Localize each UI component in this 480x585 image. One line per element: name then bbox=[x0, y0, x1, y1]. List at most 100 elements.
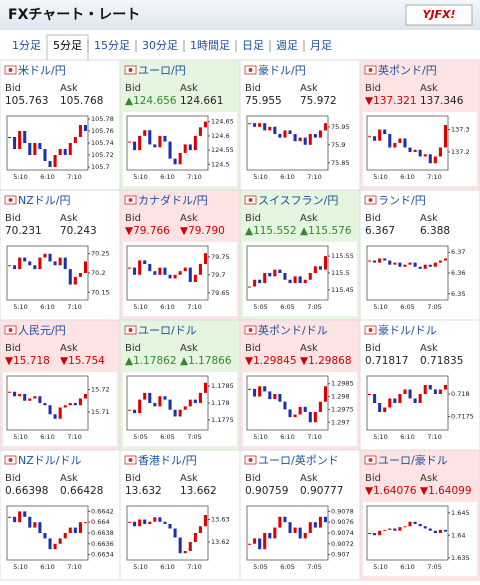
candle bbox=[28, 516, 32, 528]
candle bbox=[63, 405, 67, 408]
pair-name[interactable]: カナダドル/円 bbox=[138, 193, 208, 207]
candle bbox=[18, 511, 22, 523]
tab[interactable]: 30分足 bbox=[142, 39, 178, 52]
candle bbox=[373, 533, 377, 536]
candle bbox=[73, 276, 77, 285]
candle bbox=[168, 399, 172, 410]
candle bbox=[198, 526, 202, 533]
tab[interactable]: 5分足 bbox=[53, 39, 82, 52]
bid-value: 70.231 bbox=[5, 225, 42, 237]
pair-name[interactable]: ユーロ/円 bbox=[138, 64, 186, 77]
candle bbox=[398, 138, 402, 143]
candle bbox=[413, 398, 417, 403]
candle bbox=[178, 271, 182, 275]
chart-box bbox=[123, 372, 237, 446]
tab[interactable]: 15分足 bbox=[94, 39, 130, 52]
candle bbox=[128, 267, 132, 269]
chart-box bbox=[3, 242, 117, 316]
x-tick-label: 5:05 bbox=[133, 433, 148, 441]
pair-name[interactable]: 人民元/円 bbox=[18, 324, 66, 337]
candle bbox=[63, 257, 67, 270]
y-tick-label: 70.2 bbox=[91, 269, 105, 277]
ask-value: ▲115.576 bbox=[300, 225, 352, 237]
candle bbox=[158, 267, 162, 275]
candle bbox=[273, 126, 277, 134]
ask-label: Ask bbox=[60, 473, 78, 484]
pair-name[interactable]: 米ドル/円 bbox=[18, 64, 66, 77]
bid-label: Bid bbox=[245, 473, 261, 484]
candle bbox=[378, 530, 382, 536]
chart-box bbox=[123, 112, 237, 186]
logo-box[interactable] bbox=[405, 4, 473, 26]
pair-name[interactable]: 豪ドル/円 bbox=[258, 63, 306, 77]
x-tick-label: 7:05 bbox=[307, 563, 322, 571]
plot-area bbox=[366, 505, 449, 561]
candle bbox=[373, 260, 377, 263]
candle bbox=[38, 522, 42, 533]
candle bbox=[148, 392, 152, 403]
x-tick-label: 5:10 bbox=[133, 303, 148, 311]
candle bbox=[163, 135, 167, 142]
flag-mark bbox=[248, 328, 253, 332]
x-tick-label: 6:05 bbox=[280, 563, 295, 571]
x-tick-label: 5:10 bbox=[13, 433, 28, 441]
x-tick-label: 6:10 bbox=[160, 173, 175, 181]
tab-selected[interactable] bbox=[46, 34, 89, 61]
pair-name[interactable]: スイスフラン/円 bbox=[258, 194, 338, 207]
candle bbox=[143, 130, 147, 136]
y-tick-label: 1.2985 bbox=[331, 380, 354, 388]
y-tick-label: 75.9 bbox=[331, 141, 345, 149]
tab[interactable]: 月足 bbox=[310, 39, 332, 52]
pair-name[interactable]: ランド/円 bbox=[378, 194, 426, 207]
pair-name[interactable]: 英ポンド/ドル bbox=[258, 323, 328, 337]
x-tick-label: 5:10 bbox=[373, 303, 388, 311]
tab[interactable]: 1時間足 bbox=[190, 39, 230, 52]
pair-name[interactable]: NZドル/ドル bbox=[18, 454, 81, 467]
ask-label: Ask bbox=[60, 213, 78, 224]
flag-mark bbox=[368, 68, 373, 72]
candle bbox=[418, 266, 422, 269]
chart-box bbox=[363, 242, 477, 316]
bid-label: Bid bbox=[365, 213, 381, 224]
candle bbox=[313, 266, 317, 273]
pair-name[interactable]: ユーロ/英ポンド bbox=[258, 453, 339, 467]
candle bbox=[263, 123, 267, 131]
pair-name[interactable]: ユーロ/豪ドル bbox=[378, 453, 448, 467]
candle bbox=[368, 394, 372, 395]
candle bbox=[73, 137, 77, 143]
pair-name[interactable]: 香港ドル/円 bbox=[138, 454, 197, 467]
pair-name[interactable]: 豪ドル/ドル bbox=[378, 323, 437, 337]
candle bbox=[278, 516, 282, 528]
candle bbox=[173, 409, 177, 417]
plot-area bbox=[126, 245, 209, 301]
y-tick-label: 0.907 bbox=[331, 551, 350, 559]
tab[interactable]: 1分足 bbox=[12, 39, 41, 52]
pair-name[interactable]: NZドル/円 bbox=[18, 194, 70, 207]
y-tick-label: 105.72 bbox=[91, 151, 114, 159]
candle bbox=[73, 527, 77, 533]
candle bbox=[138, 135, 142, 151]
candle bbox=[278, 394, 282, 402]
y-tick-label: 105.74 bbox=[91, 139, 114, 147]
ask-label: Ask bbox=[180, 473, 198, 484]
plot-area bbox=[246, 375, 329, 431]
y-tick-label: 0.664 bbox=[91, 518, 110, 526]
candle bbox=[373, 394, 377, 403]
pair-name[interactable]: ユーロ/ドル bbox=[138, 324, 197, 337]
pair-name[interactable]: 英ポンド/円 bbox=[378, 63, 437, 77]
candle bbox=[48, 253, 52, 262]
tab[interactable]: 週足 bbox=[276, 39, 298, 52]
logo[interactable]: YJFX! bbox=[422, 8, 455, 21]
candle bbox=[318, 516, 322, 528]
bid-value: ▼15.718 bbox=[5, 355, 50, 367]
candle bbox=[293, 414, 297, 418]
candle bbox=[423, 385, 427, 394]
candle bbox=[443, 258, 447, 261]
candle bbox=[63, 149, 67, 155]
candle bbox=[73, 403, 77, 406]
candle bbox=[198, 264, 202, 275]
x-tick-label: 7:10 bbox=[427, 433, 442, 441]
tab[interactable]: 日足 bbox=[242, 39, 264, 52]
bid-value: ▼137.321 bbox=[365, 95, 417, 107]
